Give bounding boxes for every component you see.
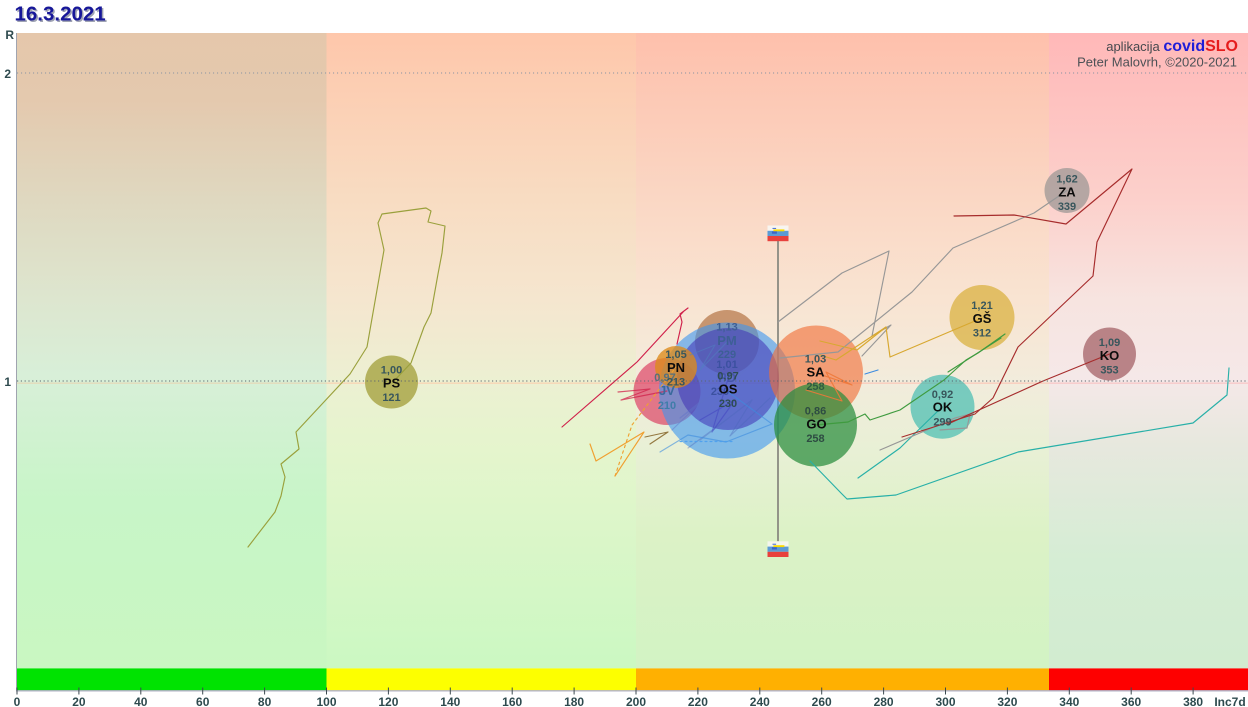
svg-text:180: 180	[564, 695, 584, 707]
svg-text:1,13: 1,13	[716, 322, 737, 334]
svg-text:PD: PD	[718, 370, 736, 385]
svg-text:140: 140	[440, 695, 460, 707]
svg-text:1,05: 1,05	[665, 349, 686, 361]
svg-text:200: 200	[626, 695, 646, 707]
svg-text:1,21: 1,21	[971, 300, 992, 312]
svg-text:aplikacija covidSLO: aplikacija covidSLO	[1106, 38, 1238, 55]
svg-text:100: 100	[316, 695, 336, 707]
svg-text:16.3.2021: 16.3.2021	[16, 4, 107, 27]
svg-text:20: 20	[72, 695, 86, 707]
svg-text:230: 230	[719, 398, 737, 410]
svg-text:40: 40	[134, 695, 148, 707]
svg-text:1,09: 1,09	[1099, 337, 1120, 349]
svg-text:GO: GO	[806, 417, 826, 432]
svg-text:OS: OS	[719, 382, 738, 397]
svg-text:16.3.2021: 16.3.2021	[15, 2, 106, 25]
svg-text:340: 340	[1059, 695, 1079, 707]
svg-text:229: 229	[718, 349, 736, 361]
svg-text:JV: JV	[659, 383, 675, 398]
svg-text:299: 299	[933, 416, 951, 428]
svg-text:1,03: 1,03	[805, 354, 826, 366]
svg-text:353: 353	[1100, 364, 1118, 376]
svg-text:120: 120	[378, 695, 398, 707]
svg-text:0,86: 0,86	[805, 406, 826, 418]
svg-text:1: 1	[4, 375, 11, 389]
svg-text:1,01: 1,01	[716, 359, 737, 371]
svg-text:ZA: ZA	[1058, 184, 1076, 199]
svg-text:OK: OK	[933, 400, 953, 415]
svg-text:213: 213	[667, 376, 685, 388]
svg-text:220: 220	[688, 695, 708, 707]
svg-text:360: 360	[1121, 695, 1141, 707]
svg-text:0: 0	[14, 695, 21, 707]
svg-text:80: 80	[258, 695, 272, 707]
svg-text:260: 260	[812, 695, 832, 707]
svg-text:320: 320	[997, 695, 1017, 707]
svg-text:258: 258	[806, 381, 824, 393]
svg-text:230: 230	[711, 386, 729, 398]
svg-text:160: 160	[502, 695, 522, 707]
svg-text:300: 300	[935, 695, 955, 707]
svg-text:2: 2	[4, 67, 11, 81]
svg-text:60: 60	[196, 695, 210, 707]
svg-text:0,97: 0,97	[654, 372, 675, 384]
svg-text:1,00: 1,00	[381, 365, 402, 377]
svg-text:0,97: 0,97	[717, 370, 738, 382]
svg-text:240: 240	[750, 695, 770, 707]
svg-text:PS: PS	[383, 375, 401, 390]
svg-text:258: 258	[806, 433, 824, 445]
svg-text:0,92: 0,92	[932, 389, 953, 401]
svg-text:Peter Malovrh, ©2020-2021: Peter Malovrh, ©2020-2021	[1077, 55, 1237, 70]
svg-text:KO: KO	[1100, 348, 1120, 363]
svg-text:R: R	[5, 28, 14, 42]
svg-text:280: 280	[874, 695, 894, 707]
svg-text:SA: SA	[806, 364, 825, 379]
svg-text:210: 210	[658, 400, 676, 412]
svg-text:PN: PN	[667, 360, 685, 375]
svg-text:GŠ: GŠ	[973, 311, 992, 326]
svg-text:PM: PM	[717, 333, 737, 348]
svg-text:380: 380	[1183, 695, 1203, 707]
svg-text:1,62: 1,62	[1056, 174, 1077, 186]
svg-text:Inc7d: Inc7d	[1214, 695, 1245, 707]
svg-text:339: 339	[1058, 201, 1076, 213]
svg-text:121: 121	[382, 392, 400, 404]
svg-text:312: 312	[973, 327, 991, 339]
